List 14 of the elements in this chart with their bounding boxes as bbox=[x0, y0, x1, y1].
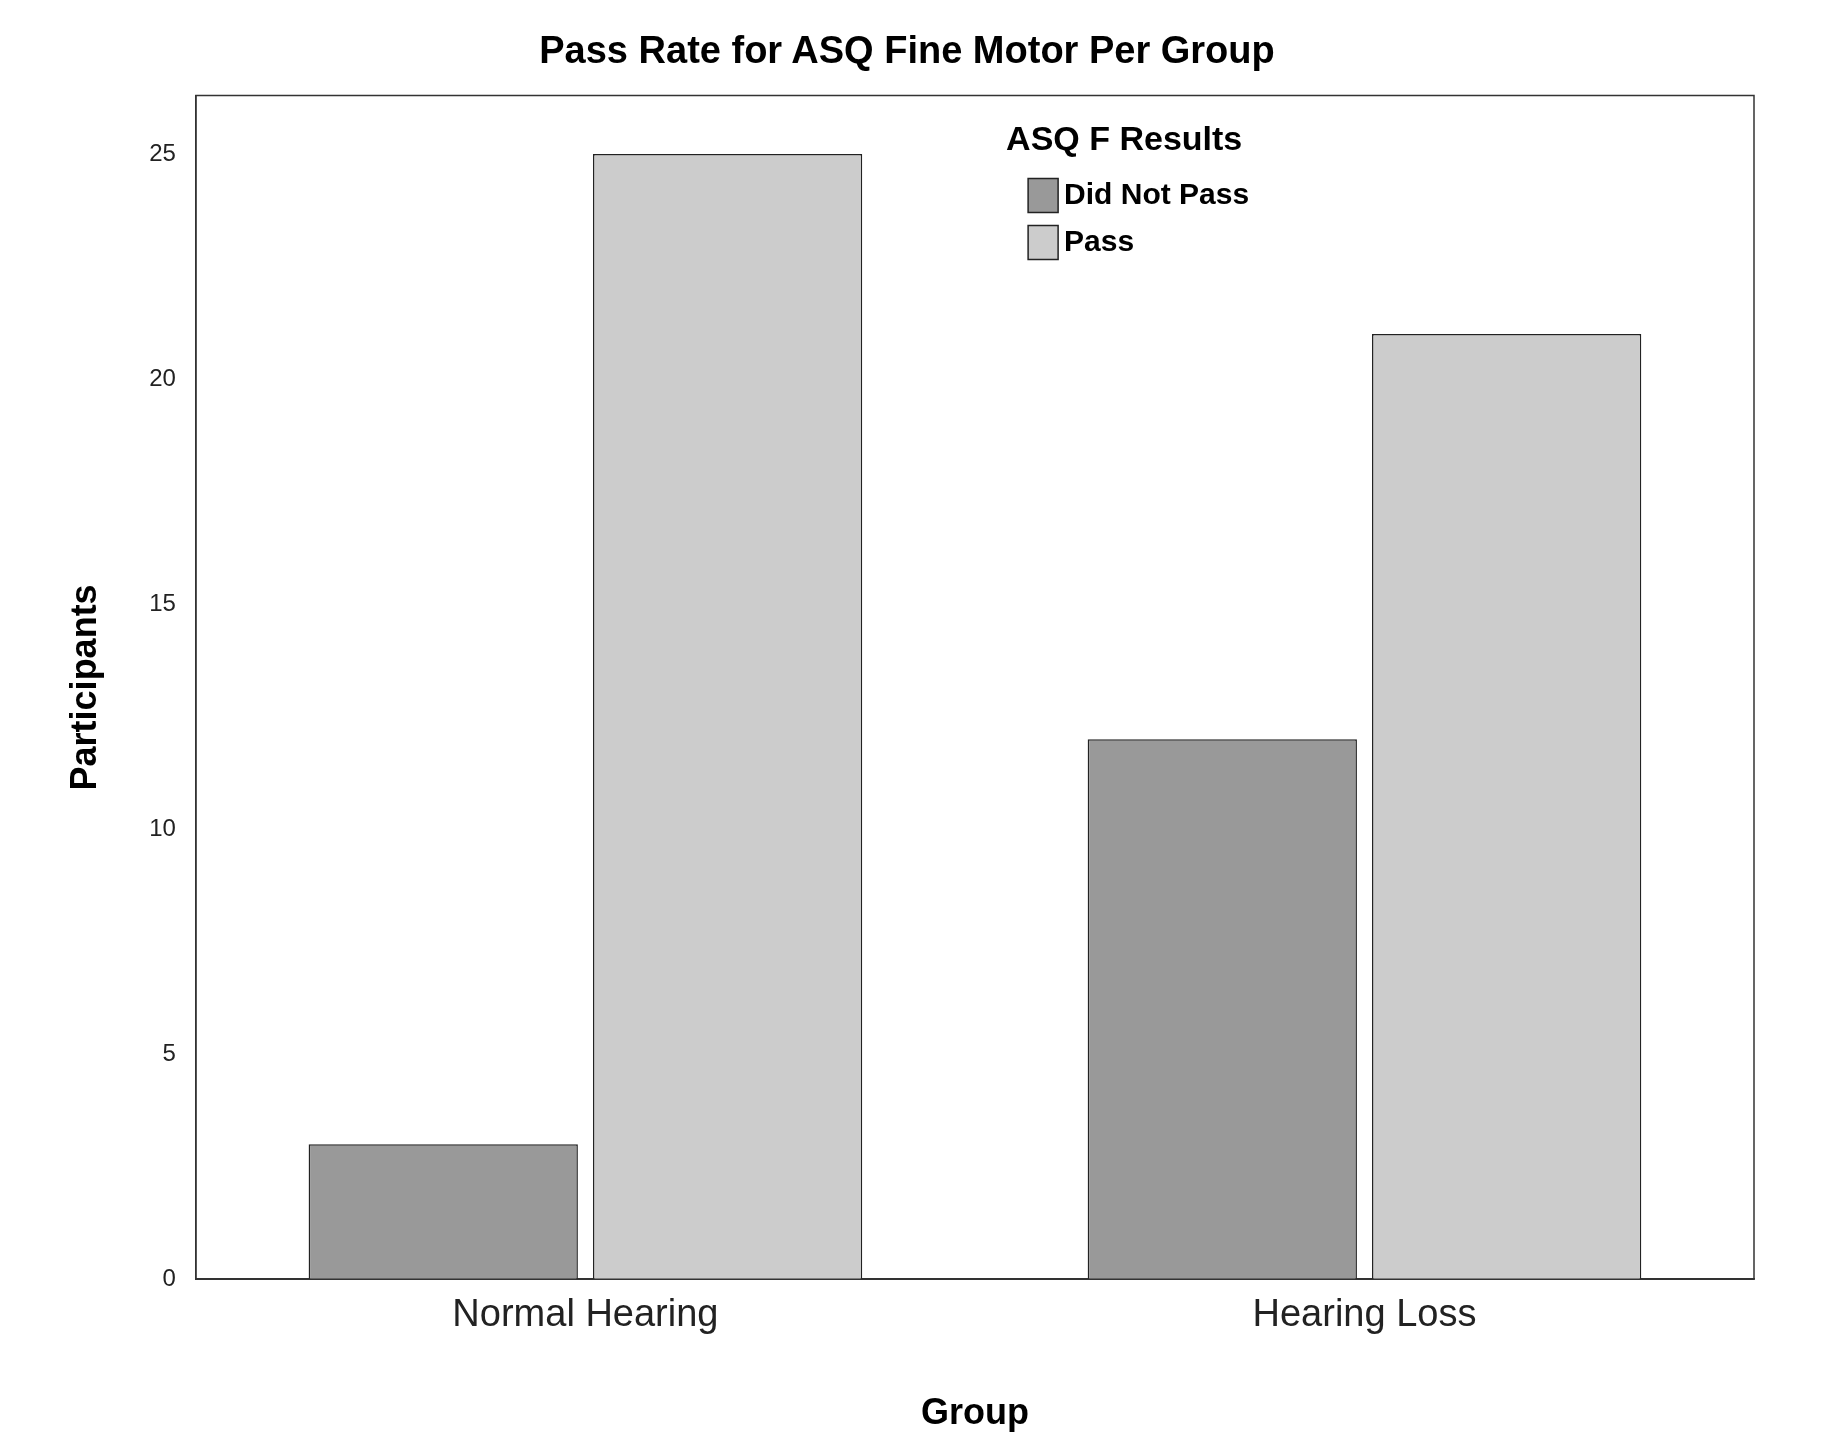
y-tick-label: 0 bbox=[162, 1263, 176, 1291]
y-tick-label: 20 bbox=[149, 363, 176, 391]
x-tick-label: Normal Hearing bbox=[452, 1292, 719, 1335]
legend-title: ASQ F Results bbox=[1006, 118, 1243, 157]
y-axis-title: Participants bbox=[62, 584, 104, 791]
legend-label: Pass bbox=[1064, 223, 1135, 257]
y-tick-label: 10 bbox=[149, 813, 176, 841]
x-tick-label: Hearing Loss bbox=[1252, 1292, 1477, 1335]
y-tick-label: 25 bbox=[149, 138, 176, 166]
y-tick-label: 15 bbox=[149, 588, 176, 616]
y-tick-label: 5 bbox=[162, 1038, 176, 1066]
chart-title: Pass Rate for ASQ Fine Motor Per Group bbox=[539, 29, 1275, 72]
x-axis-title: Group bbox=[920, 1391, 1029, 1433]
legend-label: Did Not Pass bbox=[1064, 176, 1250, 210]
